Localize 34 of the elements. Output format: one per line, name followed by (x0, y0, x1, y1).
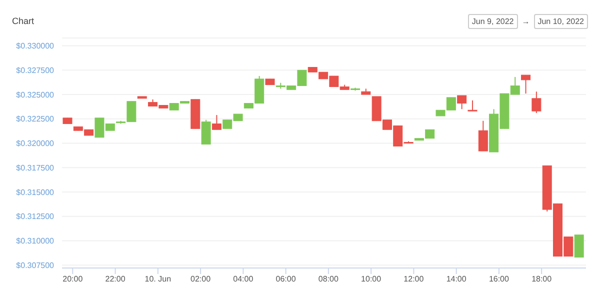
y-tick-label: $0.312500 (16, 212, 55, 222)
y-tick-label: $0.325000 (16, 90, 55, 100)
x-tick-label: 14:00 (446, 274, 467, 284)
chart-title: Chart (12, 16, 34, 26)
x-tick-label: 08:00 (318, 274, 339, 284)
candlestick (478, 120, 488, 152)
x-tick-label: 20:00 (62, 274, 84, 284)
text: Jun 10, 2022 (534, 14, 588, 28)
x-tick-label: 10. Jun (144, 274, 172, 284)
x-tick-label: 06:00 (276, 274, 296, 284)
y-tick-label: $0.327500 (16, 66, 55, 75)
x-tick-label: 22:00 (105, 274, 126, 284)
candlestick (521, 74, 531, 94)
text: → (522, 16, 530, 26)
x-tick-label: 16:00 (488, 274, 510, 284)
y-tick-label: $0.322500 (16, 114, 55, 124)
x-tick-label: 18:00 (532, 274, 552, 284)
candlestick (212, 114, 222, 130)
x-tick-label: 04:00 (233, 274, 254, 284)
y-tick-label: $0.315000 (16, 188, 55, 197)
y-tick-label: $0.320000 (16, 139, 55, 148)
candlestick (574, 234, 584, 258)
text: Jun 9, 2022 (468, 14, 518, 28)
y-tick-label: $0.307500 (16, 260, 55, 270)
x-tick-label: 12:00 (404, 274, 424, 284)
x-tick-label: 10:00 (361, 274, 382, 284)
candlestick (468, 100, 478, 112)
x-tick-label: 02:00 (190, 274, 212, 284)
candlestick (457, 95, 467, 110)
y-tick-label: $0.317500 (16, 163, 55, 172)
y-tick-label: $0.330000 (16, 42, 55, 51)
y-tick-label: $0.310000 (16, 236, 55, 246)
candlestick (532, 91, 542, 114)
candlestick (201, 119, 211, 145)
